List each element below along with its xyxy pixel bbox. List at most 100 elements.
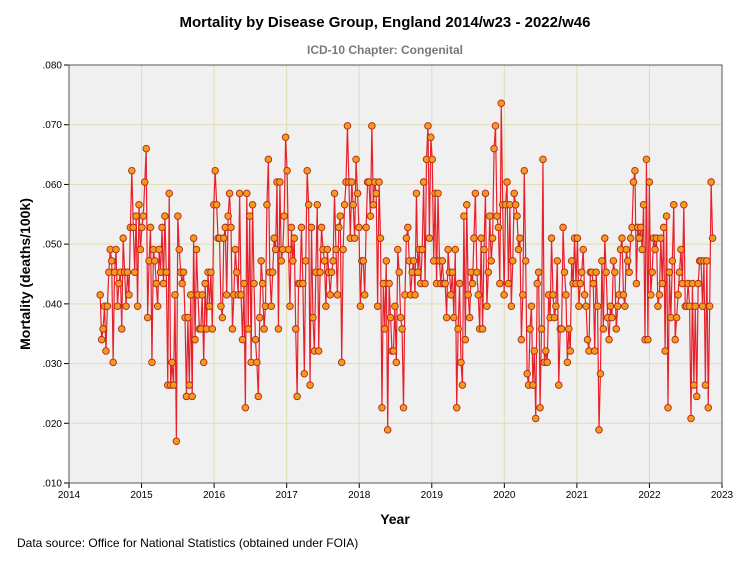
- data-point: [670, 200, 678, 209]
- data-point: [605, 335, 613, 344]
- data-point: [513, 212, 521, 220]
- data-point: [497, 99, 506, 107]
- data-point: [526, 325, 534, 333]
- data-point: [141, 178, 149, 186]
- data-point: [503, 178, 511, 186]
- data-point: [136, 245, 145, 254]
- data-point: [260, 325, 268, 333]
- data-point: [396, 313, 405, 322]
- data-point: [484, 268, 493, 276]
- data-point: [470, 234, 478, 242]
- data-point: [589, 279, 598, 288]
- data-point: [99, 325, 107, 333]
- x-tick-label: 2022: [638, 490, 661, 501]
- data-point: [329, 257, 337, 265]
- data-point: [632, 279, 641, 288]
- data-point: [579, 245, 587, 254]
- data-point: [478, 325, 487, 333]
- data-point: [189, 234, 198, 242]
- x-tick-label: 2023: [711, 490, 734, 501]
- data-point: [500, 291, 508, 299]
- data-point: [306, 381, 314, 389]
- data-point: [300, 369, 309, 378]
- data-point: [461, 335, 470, 344]
- data-point: [444, 245, 452, 254]
- data-point: [460, 212, 468, 220]
- data-point: [96, 291, 104, 299]
- data-point: [142, 144, 150, 153]
- data-point: [450, 313, 458, 322]
- data-point: [454, 325, 462, 333]
- data-point: [233, 268, 241, 276]
- data-point: [504, 279, 513, 288]
- data-point: [530, 347, 539, 355]
- data-point: [251, 335, 260, 344]
- data-point: [381, 325, 389, 333]
- data-point: [138, 223, 146, 232]
- x-tick-label: 2015: [130, 490, 153, 501]
- data-point: [619, 291, 628, 299]
- data-point: [299, 279, 307, 288]
- data-point: [428, 155, 437, 164]
- data-point: [277, 257, 286, 265]
- data-point: [402, 234, 411, 242]
- data-point: [287, 223, 296, 232]
- data-point: [326, 291, 334, 299]
- data-point: [356, 302, 365, 310]
- data-point: [636, 223, 645, 232]
- data-point: [135, 200, 143, 209]
- data-point: [421, 279, 429, 288]
- data-point: [550, 313, 559, 322]
- data-point: [244, 325, 253, 333]
- data-point: [625, 268, 633, 276]
- y-tick-label: .070: [43, 120, 63, 131]
- data-point: [582, 302, 590, 310]
- data-point: [457, 358, 465, 367]
- data-point: [366, 212, 375, 220]
- data-point: [534, 268, 543, 276]
- data-point: [152, 279, 161, 288]
- data-point: [386, 313, 395, 322]
- data-point: [188, 392, 196, 401]
- data-point: [128, 166, 136, 175]
- data-point: [452, 404, 461, 412]
- data-point: [168, 358, 176, 367]
- data-point: [237, 291, 245, 299]
- data-point: [398, 325, 406, 333]
- data-series: [96, 99, 717, 445]
- data-point: [132, 212, 140, 220]
- data-point: [629, 178, 638, 186]
- chart-title: Mortality by Disease Group, England 2014…: [180, 14, 591, 31]
- data-point: [103, 302, 112, 310]
- data-point: [552, 302, 560, 310]
- data-point: [691, 302, 700, 310]
- data-point: [665, 268, 674, 276]
- data-point: [178, 279, 186, 288]
- data-point: [537, 325, 546, 333]
- data-point: [322, 302, 330, 310]
- data-point: [618, 234, 626, 242]
- data-point: [235, 189, 244, 198]
- x-tick-label: 2014: [58, 490, 81, 501]
- data-point: [187, 291, 195, 299]
- data-point: [668, 257, 677, 265]
- data-point: [129, 223, 138, 232]
- data-point: [496, 279, 504, 288]
- data-point: [217, 302, 225, 310]
- data-point: [580, 291, 589, 299]
- data-point: [510, 189, 518, 198]
- data-point: [389, 347, 398, 355]
- data-point: [583, 335, 592, 344]
- data-point: [517, 335, 526, 344]
- data-point: [404, 223, 412, 232]
- data-point: [119, 234, 127, 242]
- data-point: [376, 234, 385, 242]
- data-point: [527, 302, 536, 310]
- data-point: [264, 155, 273, 164]
- data-point: [644, 335, 652, 344]
- data-point: [491, 122, 500, 130]
- plot-frame: [68, 64, 723, 484]
- data-point: [486, 212, 494, 220]
- data-point: [158, 223, 166, 232]
- data-point: [613, 302, 622, 310]
